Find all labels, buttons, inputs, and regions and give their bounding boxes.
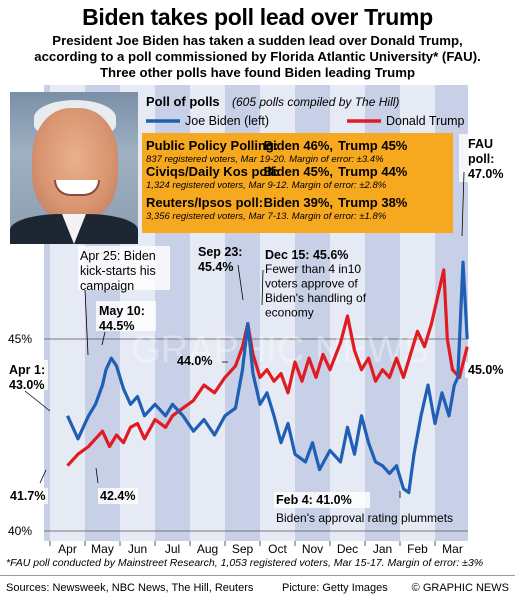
annotation-text: 45.4% xyxy=(198,260,233,274)
poll-detail: 837 registered voters, Mar 19-20. Margin… xyxy=(146,154,384,165)
month-label: Jan xyxy=(373,542,392,556)
legend-subtitle: (605 polls compiled by The Hill) xyxy=(232,95,399,109)
poll-name: Reuters/Ipsos poll: xyxy=(146,195,263,210)
poll-biden: Biden 46%, xyxy=(264,138,333,153)
annotation-text: 44.5% xyxy=(99,319,134,333)
annotation-text: voters approve of xyxy=(265,277,358,291)
month-label: Oct xyxy=(268,542,287,556)
legend-trump-label: Donald Trump xyxy=(386,114,465,128)
annotation-text: Fewer than 4 in10 xyxy=(265,262,361,276)
leader-line xyxy=(39,469,47,484)
annotation-bg xyxy=(6,360,48,390)
annotation-text: 42.4% xyxy=(100,489,135,503)
annotation-bg xyxy=(8,488,48,504)
month-label: Aug xyxy=(197,542,218,556)
annotation-bg xyxy=(78,246,170,290)
annotation-text: 41.7% xyxy=(10,489,45,503)
annotation-text: Dec 15: 45.6% xyxy=(265,248,348,262)
subhead: President Joe Biden has taken a sudden l… xyxy=(6,33,509,81)
poll-detail: 1,324 registered voters, Mar 9-12. Margi… xyxy=(146,180,387,191)
month-label: Jun xyxy=(128,542,147,556)
biden-line xyxy=(66,260,469,495)
footer-credit: © GRAPHIC NEWS xyxy=(411,582,509,594)
annotation-text: economy xyxy=(265,306,314,320)
subhead-line: Three other polls have found Biden leadi… xyxy=(99,65,416,80)
leader-line xyxy=(101,331,106,346)
poll-biden: Biden 39%, xyxy=(264,195,333,210)
annotation-bg xyxy=(96,301,156,331)
leader-line xyxy=(24,390,51,412)
footer-sources: Sources: Newsweek, NBC News, The Hill, R… xyxy=(6,582,254,594)
legend-biden-label: Joe Biden (left) xyxy=(185,114,269,128)
y-tick-label: 40% xyxy=(8,524,32,538)
annotation-text: Feb 4: 41.0% xyxy=(276,493,352,507)
watermark: GRAPHIC NEWS xyxy=(131,329,429,371)
annotation-text: Sep 23: xyxy=(198,245,242,259)
trump-line xyxy=(66,268,469,467)
photo-face xyxy=(32,108,118,220)
legend-title: Poll of polls xyxy=(146,94,220,109)
annotation-text: Biden's handling of xyxy=(265,291,367,305)
month-label: Feb xyxy=(407,542,428,556)
poll-trump: Trump 38% xyxy=(338,195,408,210)
poll-name: Civiqs/Daily Kos poll: xyxy=(146,164,279,179)
annotation-bg xyxy=(465,362,511,378)
annotation-text: kick-starts his xyxy=(80,264,156,278)
headline: Biden takes poll lead over Trump xyxy=(82,4,433,30)
month-label: Nov xyxy=(302,542,323,556)
leader-line xyxy=(95,467,99,484)
annotation-text: May 10: xyxy=(99,304,145,318)
annotation-text: Biden's approval rating plummets xyxy=(276,511,453,525)
annotation-text: 43.0% xyxy=(9,378,44,392)
annotation-text: FAU xyxy=(468,137,493,151)
poll-biden: Biden 45%, xyxy=(264,164,333,179)
month-label: Sep xyxy=(232,542,254,556)
leader-line xyxy=(261,269,264,306)
leader-line xyxy=(84,289,89,356)
footer: Sources: Newsweek, NBC News, The Hill, R… xyxy=(0,575,515,599)
poll-trump: Trump 45% xyxy=(338,138,408,153)
footnote: *FAU poll conducted by Mainstreet Resear… xyxy=(6,557,484,569)
poll-detail: 3,356 registered voters, Mar 7-13. Margi… xyxy=(146,211,387,222)
month-label: May xyxy=(91,542,114,556)
month-label: Apr xyxy=(58,542,77,556)
polls-box xyxy=(142,133,453,233)
footer-picture: Picture: Getty Images xyxy=(282,582,388,594)
biden-photo xyxy=(10,92,138,244)
subhead-line: President Joe Biden has taken a sudden l… xyxy=(52,33,463,48)
month-label: Dec xyxy=(337,542,358,556)
poll-trump: Trump 44% xyxy=(338,164,408,179)
annotation-text: campaign xyxy=(80,279,134,293)
annotation-text: 47.0% xyxy=(468,167,503,181)
annotation-bg xyxy=(98,488,138,504)
y-tick-label: 45% xyxy=(8,332,32,346)
annotation-text: Apr 25: Biden xyxy=(80,249,156,263)
annotation-bg xyxy=(459,134,509,182)
month-label: Mar xyxy=(442,542,463,556)
annotation-bg xyxy=(274,492,370,508)
month-label: Jul xyxy=(165,542,180,556)
leader-line xyxy=(237,264,244,301)
annotation-text: 45.0% xyxy=(468,363,503,377)
poll-name: Public Policy Polling: xyxy=(146,138,278,153)
annotation-text: poll: xyxy=(468,152,494,166)
annotation-text: 44.0% xyxy=(177,354,212,368)
leader-line xyxy=(461,171,465,237)
subhead-line: according to a poll commissioned by Flor… xyxy=(34,49,481,64)
annotation-text: Apr 1: xyxy=(9,363,45,377)
